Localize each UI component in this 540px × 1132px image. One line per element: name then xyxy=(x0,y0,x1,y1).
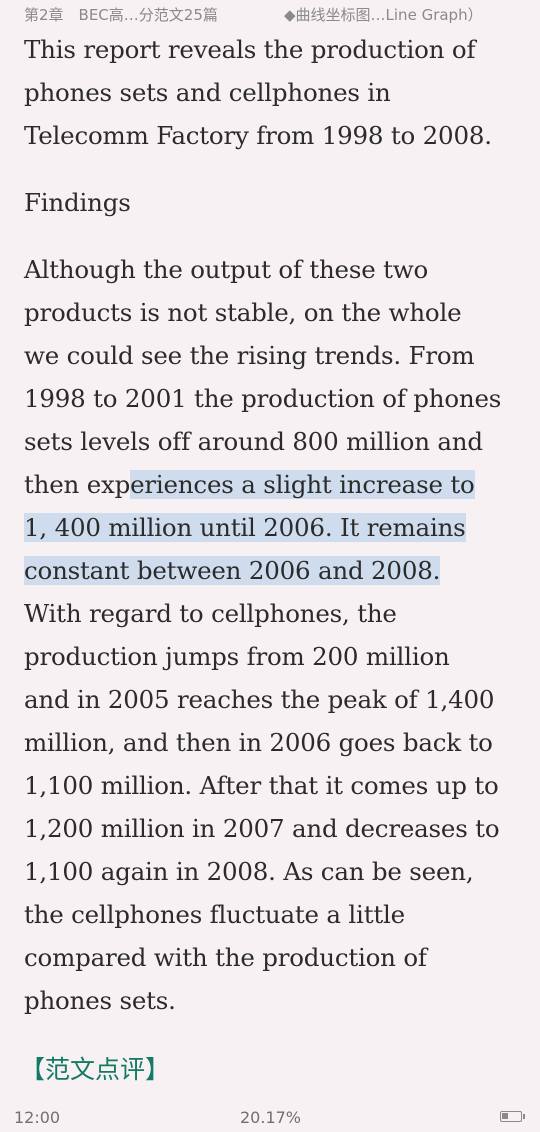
text-line: and in 2005 reaches the peak of 1,400 xyxy=(24,685,495,714)
reading-content[interactable]: This report reveals the production of ph… xyxy=(24,28,524,1022)
reader-footer: 12:00 20.17% xyxy=(0,1100,540,1132)
section-title[interactable]: ◆曲线坐标图…Line Graph） xyxy=(284,6,483,24)
text-line: sets levels off around 800 million and xyxy=(24,427,483,456)
text-line: production jumps from 200 million xyxy=(24,642,450,671)
text-line: 1998 to 2001 the production of phones xyxy=(24,384,502,413)
chapter-title[interactable]: 第2章 BEC高…分范文25篇 xyxy=(24,6,218,24)
text-line: 1,200 million in 2007 and decreases to xyxy=(24,814,500,843)
text-line: 1, 400 million until 2006. It remains xyxy=(24,506,524,549)
battery-icon xyxy=(500,1111,525,1122)
reader-header: 第2章 BEC高…分范文25篇 ◆曲线坐标图…Line Graph） xyxy=(0,0,540,30)
text-line: products is not stable, on the whole xyxy=(24,298,462,327)
text-line: Telecomm Factory from 1998 to 2008. xyxy=(24,121,492,150)
findings-paragraph: Although the output of these two product… xyxy=(24,248,524,1022)
text-line: the cellphones fluctuate a little xyxy=(24,900,405,929)
highlighted-text[interactable]: eriences a slight increase to xyxy=(130,470,475,499)
text-line: phones sets and cellphones in xyxy=(24,78,391,107)
text-line: Although the output of these two xyxy=(24,255,429,284)
review-heading: 【范文点评】 xyxy=(20,1055,171,1084)
text-line: 1,100 again in 2008. As can be seen, xyxy=(24,857,474,886)
text-line: constant between 2006 and 2008. xyxy=(24,549,524,592)
text-line: then experiences a slight increase to xyxy=(24,463,524,506)
text-fragment: then exp xyxy=(24,470,131,499)
highlighted-text[interactable]: 1, 400 million until 2006. It remains xyxy=(24,513,466,542)
highlighted-text[interactable]: constant between 2006 and 2008. xyxy=(24,556,441,585)
clock-time: 12:00 xyxy=(14,1108,61,1127)
text-line: we could see the rising trends. From xyxy=(24,341,475,370)
text-line: compared with the production of xyxy=(24,943,427,972)
battery-level xyxy=(502,1113,508,1119)
text-line: With regard to cellphones, the xyxy=(24,599,397,628)
intro-paragraph: This report reveals the production of ph… xyxy=(24,28,524,157)
reading-progress: 20.17% xyxy=(240,1108,302,1127)
text-line: This report reveals the production of xyxy=(24,35,476,64)
text-line: million, and then in 2006 goes back to xyxy=(24,728,493,757)
findings-heading: Findings xyxy=(24,188,131,217)
text-line: phones sets. xyxy=(24,986,176,1015)
text-line: 1,100 million. After that it comes up to xyxy=(24,771,499,800)
